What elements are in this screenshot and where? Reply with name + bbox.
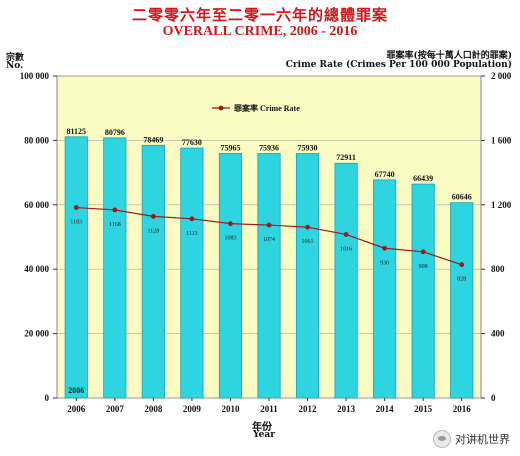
bar-value-label: 72911 (336, 153, 356, 162)
crime-rate-label: 1016 (340, 246, 352, 252)
bar (373, 180, 395, 398)
wechat-icon (433, 430, 451, 448)
watermark: 对讲机世界 (433, 430, 510, 448)
bar-value-label: 80796 (105, 128, 125, 137)
bar (451, 203, 473, 398)
bar (104, 138, 126, 398)
right-tick-label: 2 000 (491, 71, 512, 81)
bar (335, 163, 357, 398)
bar-value-label: 75936 (259, 143, 279, 152)
crime-rate-label: 908 (419, 264, 428, 270)
left-tick-label: 80 000 (24, 135, 49, 145)
x-tick-label: 2015 (414, 404, 433, 414)
bar (65, 137, 87, 398)
crime-rate-point (151, 214, 156, 219)
crime-rate-point (421, 249, 426, 254)
crime-rate-label: 1061 (302, 239, 314, 245)
crime-rate-label: 1113 (186, 231, 198, 237)
crime-rate-point (305, 225, 310, 230)
bar-value-label: 75965 (220, 143, 240, 152)
left-tick-label: 20 000 (24, 329, 49, 339)
right-tick-label: 1 600 (491, 135, 512, 145)
crime-rate-label: 1128 (147, 228, 159, 234)
x-tick-label: 2011 (260, 404, 278, 414)
right-tick-label: 800 (491, 264, 505, 274)
bar-value-label: 75930 (298, 144, 318, 153)
crime-rate-label: 1083 (224, 236, 236, 242)
crime-rate-label: 930 (380, 260, 389, 266)
x-tick-label: 2008 (144, 404, 163, 414)
crime-rate-label: 828 (457, 277, 466, 283)
legend-marker (219, 106, 224, 111)
x-tick-label: 2013 (337, 404, 356, 414)
bar-value-label: 81125 (66, 127, 86, 136)
bar (412, 184, 434, 398)
bar-value-label: 78469 (143, 135, 163, 144)
bar (219, 153, 241, 398)
x-tick-label: 2006 (67, 404, 86, 414)
bar-value-label: 66439 (413, 174, 433, 183)
right-tick-label: 0 (491, 393, 496, 403)
crime-rate-point (382, 246, 387, 251)
bar (258, 153, 280, 398)
x-tick-label: 2010 (221, 404, 240, 414)
crime-rate-label: 1183 (70, 220, 82, 226)
legend-label: 罪案率 Crime Rate (234, 103, 300, 113)
crime-rate-point (267, 223, 272, 228)
right-tick-label: 1 200 (491, 200, 512, 210)
x-tick-label: 2009 (183, 404, 202, 414)
x-tick-label: 2007 (106, 404, 125, 414)
bar-value-label: 67740 (375, 170, 395, 179)
x-tick-label: 2014 (376, 404, 395, 414)
bar (181, 148, 203, 398)
crime-rate-label: 1168 (109, 222, 121, 228)
right-tick-label: 400 (491, 329, 505, 339)
x-tick-label: 2012 (299, 404, 318, 414)
bar (296, 154, 318, 398)
bar-value-label: 77630 (182, 138, 202, 147)
left-tick-label: 0 (45, 393, 50, 403)
crime-rate-point (459, 262, 464, 267)
crime-rate-point (344, 232, 349, 237)
crime-rate-point (74, 205, 79, 210)
left-tick-label: 40 000 (24, 264, 49, 274)
left-tick-label: 60 000 (24, 200, 49, 210)
x-tick-label: 2016 (453, 404, 472, 414)
crime-rate-label: 1074 (263, 237, 275, 243)
left-tick-label: 100 000 (20, 71, 50, 81)
first-bar-inner-label: 2006 (68, 386, 84, 395)
watermark-text: 对讲机世界 (455, 431, 510, 447)
bar (142, 145, 164, 398)
bar-value-label: 60646 (452, 193, 472, 202)
crime-rate-point (190, 216, 195, 221)
crime-rate-point (112, 208, 117, 213)
crime-rate-point (228, 221, 233, 226)
